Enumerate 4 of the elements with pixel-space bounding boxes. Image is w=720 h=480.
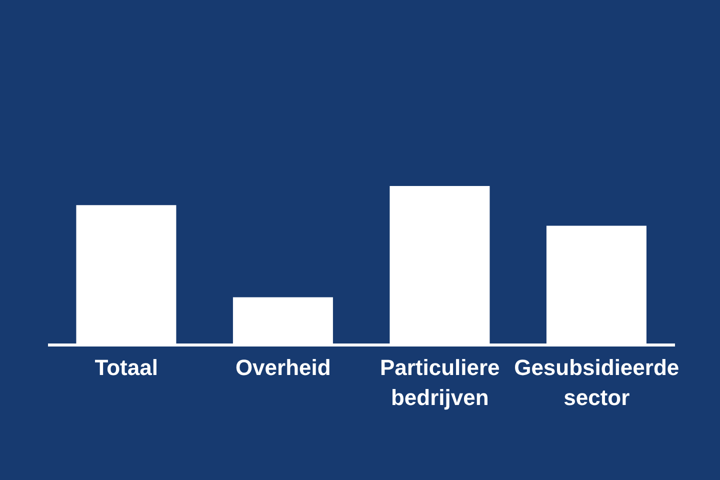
x-tick-label: Overheid: [235, 355, 331, 380]
x-tick-label: Particuliere bedrijven: [380, 355, 500, 410]
x-tick-label: Totaal: [94, 355, 158, 380]
x-tick-label: Gesubsidieerde sector: [514, 355, 680, 410]
